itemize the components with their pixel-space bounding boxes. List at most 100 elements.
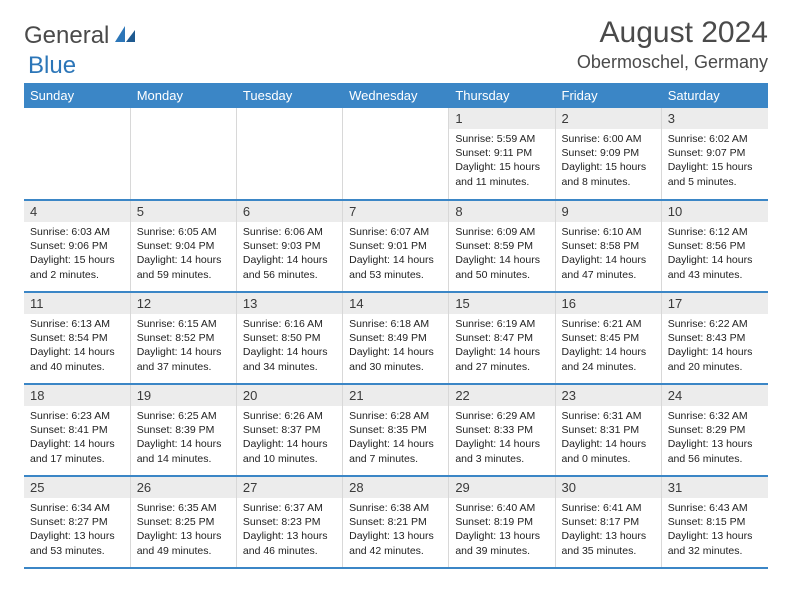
sunrise-text: Sunrise: 6:21 AM	[562, 317, 655, 331]
day-number: 1	[449, 108, 554, 129]
daylight-text: Daylight: 14 hours and 27 minutes.	[455, 345, 548, 373]
calendar-day-cell: 24Sunrise: 6:32 AMSunset: 8:29 PMDayligh…	[661, 384, 767, 476]
sunset-text: Sunset: 8:25 PM	[137, 515, 230, 529]
calendar-day-cell: 8Sunrise: 6:09 AMSunset: 8:59 PMDaylight…	[449, 200, 555, 292]
calendar-day-cell: 29Sunrise: 6:40 AMSunset: 8:19 PMDayligh…	[449, 476, 555, 568]
sunset-text: Sunset: 8:19 PM	[455, 515, 548, 529]
day-number: 14	[343, 293, 448, 314]
sunrise-text: Sunrise: 6:28 AM	[349, 409, 442, 423]
day-details: Sunrise: 6:02 AMSunset: 9:07 PMDaylight:…	[662, 129, 768, 193]
daylight-text: Daylight: 14 hours and 14 minutes.	[137, 437, 230, 465]
day-details: Sunrise: 6:34 AMSunset: 8:27 PMDaylight:…	[24, 498, 130, 562]
sunrise-text: Sunrise: 6:35 AM	[137, 501, 230, 515]
day-details: Sunrise: 6:40 AMSunset: 8:19 PMDaylight:…	[449, 498, 554, 562]
page-header: General August 2024 Obermoschel, Germany	[24, 16, 768, 73]
sunrise-text: Sunrise: 6:40 AM	[455, 501, 548, 515]
sunrise-text: Sunrise: 6:22 AM	[668, 317, 762, 331]
day-details: Sunrise: 6:06 AMSunset: 9:03 PMDaylight:…	[237, 222, 342, 286]
day-details: Sunrise: 6:18 AMSunset: 8:49 PMDaylight:…	[343, 314, 448, 378]
calendar-day-cell: 13Sunrise: 6:16 AMSunset: 8:50 PMDayligh…	[236, 292, 342, 384]
calendar-day-cell: 11Sunrise: 6:13 AMSunset: 8:54 PMDayligh…	[24, 292, 130, 384]
calendar-day-cell: 15Sunrise: 6:19 AMSunset: 8:47 PMDayligh…	[449, 292, 555, 384]
calendar-day-cell: 16Sunrise: 6:21 AMSunset: 8:45 PMDayligh…	[555, 292, 661, 384]
day-number: 22	[449, 385, 554, 406]
day-number: 13	[237, 293, 342, 314]
calendar-week-row: 18Sunrise: 6:23 AMSunset: 8:41 PMDayligh…	[24, 384, 768, 476]
day-number: 18	[24, 385, 130, 406]
day-details: Sunrise: 6:13 AMSunset: 8:54 PMDaylight:…	[24, 314, 130, 378]
day-details: Sunrise: 6:05 AMSunset: 9:04 PMDaylight:…	[131, 222, 236, 286]
sunset-text: Sunset: 8:50 PM	[243, 331, 336, 345]
daylight-text: Daylight: 15 hours and 2 minutes.	[30, 253, 124, 281]
calendar-day-cell: 21Sunrise: 6:28 AMSunset: 8:35 PMDayligh…	[343, 384, 449, 476]
sunset-text: Sunset: 8:31 PM	[562, 423, 655, 437]
calendar-day-cell: 9Sunrise: 6:10 AMSunset: 8:58 PMDaylight…	[555, 200, 661, 292]
weekday-header: Wednesday	[343, 83, 449, 108]
sunset-text: Sunset: 8:59 PM	[455, 239, 548, 253]
day-number: 16	[556, 293, 661, 314]
day-number: 10	[662, 201, 768, 222]
calendar-body: 1Sunrise: 5:59 AMSunset: 9:11 PMDaylight…	[24, 108, 768, 568]
sunset-text: Sunset: 8:56 PM	[668, 239, 762, 253]
calendar-page: General August 2024 Obermoschel, Germany…	[0, 0, 792, 585]
calendar-week-row: 4Sunrise: 6:03 AMSunset: 9:06 PMDaylight…	[24, 200, 768, 292]
day-number: 29	[449, 477, 554, 498]
day-details: Sunrise: 6:22 AMSunset: 8:43 PMDaylight:…	[662, 314, 768, 378]
calendar-day-cell	[236, 108, 342, 200]
calendar-day-cell	[130, 108, 236, 200]
calendar-day-cell: 23Sunrise: 6:31 AMSunset: 8:31 PMDayligh…	[555, 384, 661, 476]
day-details: Sunrise: 6:15 AMSunset: 8:52 PMDaylight:…	[131, 314, 236, 378]
sunset-text: Sunset: 8:15 PM	[668, 515, 762, 529]
calendar-day-cell: 22Sunrise: 6:29 AMSunset: 8:33 PMDayligh…	[449, 384, 555, 476]
sunset-text: Sunset: 8:52 PM	[137, 331, 230, 345]
day-details: Sunrise: 6:03 AMSunset: 9:06 PMDaylight:…	[24, 222, 130, 286]
day-number: 2	[556, 108, 661, 129]
day-number: 23	[556, 385, 661, 406]
day-details: Sunrise: 6:25 AMSunset: 8:39 PMDaylight:…	[131, 406, 236, 470]
day-details: Sunrise: 6:28 AMSunset: 8:35 PMDaylight:…	[343, 406, 448, 470]
sunrise-text: Sunrise: 6:06 AM	[243, 225, 336, 239]
daylight-text: Daylight: 14 hours and 0 minutes.	[562, 437, 655, 465]
weekday-header: Monday	[130, 83, 236, 108]
daylight-text: Daylight: 14 hours and 10 minutes.	[243, 437, 336, 465]
sunrise-text: Sunrise: 6:16 AM	[243, 317, 336, 331]
day-number: 26	[131, 477, 236, 498]
calendar-day-cell: 12Sunrise: 6:15 AMSunset: 8:52 PMDayligh…	[130, 292, 236, 384]
sunset-text: Sunset: 8:41 PM	[30, 423, 124, 437]
daylight-text: Daylight: 13 hours and 35 minutes.	[562, 529, 655, 557]
day-number: 17	[662, 293, 768, 314]
calendar-day-cell: 31Sunrise: 6:43 AMSunset: 8:15 PMDayligh…	[661, 476, 767, 568]
calendar-day-cell: 28Sunrise: 6:38 AMSunset: 8:21 PMDayligh…	[343, 476, 449, 568]
weekday-header: Tuesday	[236, 83, 342, 108]
sunrise-text: Sunrise: 6:38 AM	[349, 501, 442, 515]
sunset-text: Sunset: 8:47 PM	[455, 331, 548, 345]
sunrise-text: Sunrise: 6:15 AM	[137, 317, 230, 331]
daylight-text: Daylight: 14 hours and 20 minutes.	[668, 345, 762, 373]
sunrise-text: Sunrise: 6:05 AM	[137, 225, 230, 239]
day-details: Sunrise: 6:23 AMSunset: 8:41 PMDaylight:…	[24, 406, 130, 470]
sunset-text: Sunset: 8:37 PM	[243, 423, 336, 437]
calendar-day-cell: 25Sunrise: 6:34 AMSunset: 8:27 PMDayligh…	[24, 476, 130, 568]
sunrise-text: Sunrise: 6:26 AM	[243, 409, 336, 423]
daylight-text: Daylight: 14 hours and 3 minutes.	[455, 437, 548, 465]
day-number: 21	[343, 385, 448, 406]
sunrise-text: Sunrise: 6:03 AM	[30, 225, 124, 239]
daylight-text: Daylight: 13 hours and 39 minutes.	[455, 529, 548, 557]
sunrise-text: Sunrise: 6:02 AM	[668, 132, 762, 146]
daylight-text: Daylight: 14 hours and 53 minutes.	[349, 253, 442, 281]
daylight-text: Daylight: 14 hours and 24 minutes.	[562, 345, 655, 373]
calendar-day-cell: 3Sunrise: 6:02 AMSunset: 9:07 PMDaylight…	[661, 108, 767, 200]
sunset-text: Sunset: 8:49 PM	[349, 331, 442, 345]
daylight-text: Daylight: 13 hours and 42 minutes.	[349, 529, 442, 557]
sunrise-text: Sunrise: 6:07 AM	[349, 225, 442, 239]
sunset-text: Sunset: 8:23 PM	[243, 515, 336, 529]
daylight-text: Daylight: 13 hours and 56 minutes.	[668, 437, 762, 465]
weekday-header: Friday	[555, 83, 661, 108]
day-number: 11	[24, 293, 130, 314]
daylight-text: Daylight: 14 hours and 30 minutes.	[349, 345, 442, 373]
day-number: 9	[556, 201, 661, 222]
sunrise-text: Sunrise: 6:19 AM	[455, 317, 548, 331]
sunset-text: Sunset: 8:27 PM	[30, 515, 124, 529]
sunrise-text: Sunrise: 6:23 AM	[30, 409, 124, 423]
day-number: 31	[662, 477, 768, 498]
